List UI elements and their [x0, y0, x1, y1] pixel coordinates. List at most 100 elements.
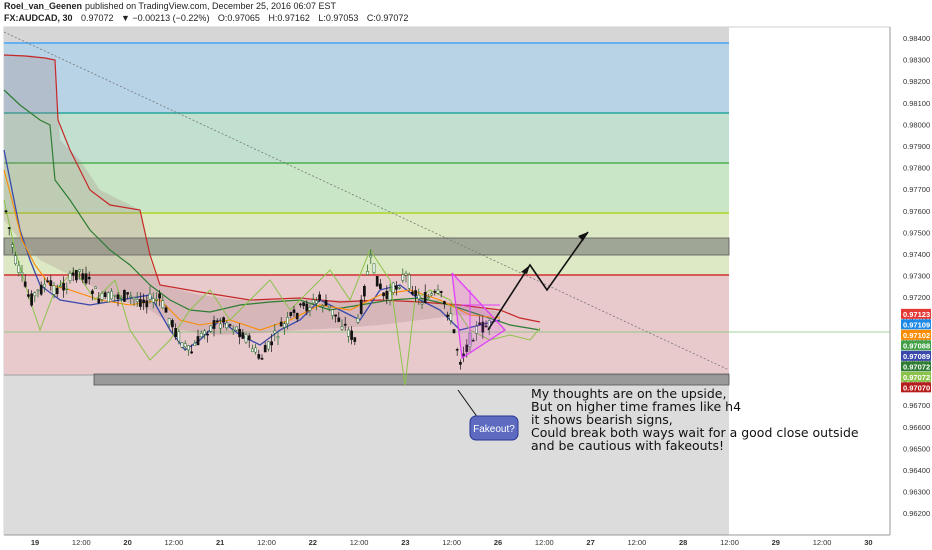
candle-body — [427, 296, 430, 299]
y-tick-label: 0.96700 — [903, 401, 930, 410]
candle-body — [193, 342, 197, 346]
candle-body — [46, 280, 49, 283]
candle-body — [251, 348, 254, 352]
candle-body — [459, 361, 462, 365]
candle-body — [196, 336, 200, 346]
zone-top-gray — [4, 27, 729, 43]
triangle-pattern[interactable] — [451, 272, 507, 360]
candle-body — [302, 302, 305, 307]
candle-body — [388, 290, 392, 301]
price-tag-bg — [901, 371, 931, 382]
candle-body — [407, 274, 411, 289]
candle-body — [14, 255, 17, 265]
y-axis[interactable]: 0.98400 0.98300 0.98200 0.98100 0.98000 0.979… — [889, 27, 932, 535]
fib-zones — [3, 27, 890, 535]
note-line-1: My thoughts are on the upside, — [531, 386, 726, 401]
candle-body — [11, 244, 14, 248]
candle-body — [305, 303, 309, 312]
candle-body — [446, 314, 449, 317]
resistance-zone[interactable] — [3, 237, 730, 256]
candle-body — [62, 282, 65, 291]
y-tick-label: 0.96300 — [903, 488, 930, 497]
y-tick-label: 0.97500 — [903, 228, 930, 237]
x-tick-label: 21 — [216, 538, 224, 547]
y-tick-label: 0.97600 — [903, 207, 930, 216]
candle-body — [161, 300, 165, 309]
candle-body — [315, 300, 318, 304]
zone-bottom-gray — [4, 375, 729, 535]
y-tick-label: 0.96600 — [903, 423, 930, 432]
arrow-head-2 — [578, 232, 588, 241]
candle-body — [411, 291, 414, 295]
candle-body — [231, 329, 235, 331]
candle-body — [75, 270, 78, 281]
candle-body — [78, 269, 81, 272]
candle-body — [443, 301, 446, 305]
candle-body — [49, 280, 53, 286]
candle-body — [481, 321, 485, 333]
note-line-3: it shows bearish signs, — [531, 412, 673, 427]
candle-body — [475, 326, 478, 334]
triangle-outline — [451, 272, 507, 360]
zone-green — [4, 163, 729, 213]
price-tag-bg — [901, 382, 931, 393]
support-zone[interactable] — [93, 373, 730, 386]
candle-body — [414, 290, 417, 296]
candle-body — [151, 298, 155, 303]
projection-arrows[interactable] — [487, 231, 589, 331]
candle-body — [4, 210, 8, 213]
x-axis[interactable]: 19 12:00 20 12:00 21 12:00 22 12:00 23 12:00 26 12:… — [0, 534, 932, 550]
cloud — [4, 55, 500, 335]
candle-body — [209, 325, 213, 332]
candle-body — [318, 294, 321, 301]
y-tick-label: 0.98300 — [903, 56, 930, 65]
candle-body — [180, 342, 184, 348]
candle-body — [97, 298, 101, 304]
x-tick-label: 12:00 — [257, 538, 276, 547]
last-price: 0.97072 — [81, 13, 114, 23]
candle-body — [257, 354, 261, 359]
y-tick-label: 0.97400 — [903, 250, 930, 259]
candle-body — [33, 292, 37, 297]
x-tick-label: 29 — [772, 538, 780, 547]
candle-body — [148, 293, 152, 300]
candle-body — [59, 285, 62, 288]
trendline[interactable] — [3, 31, 730, 371]
callout-box — [469, 415, 519, 441]
candle-body — [100, 292, 104, 300]
y-tick-label: 0.97100 — [903, 315, 930, 324]
candle-body — [395, 285, 398, 290]
price-change: ▼ −0.00213 (−0.22%) — [121, 13, 209, 23]
y-tick-label: 0.97200 — [903, 293, 930, 302]
candle-body — [260, 357, 264, 360]
candle-body — [36, 289, 40, 292]
candle-body — [359, 299, 363, 314]
indicator-orange — [3, 169, 501, 331]
candle-body — [369, 255, 373, 258]
candle-body — [334, 314, 337, 317]
candle-body — [203, 330, 206, 335]
candle-body — [219, 323, 222, 329]
fakeout-callout[interactable]: Fakeout? — [457, 389, 519, 441]
x-tick-label: 27 — [586, 538, 594, 547]
x-tick-label: 12:00 — [350, 538, 369, 547]
candle-body — [27, 294, 30, 297]
y-tick-label: 0.98100 — [903, 99, 930, 108]
candle-body — [404, 272, 408, 276]
price-tag-bg — [901, 350, 931, 361]
candle-body — [17, 265, 21, 273]
candle-body — [375, 276, 379, 287]
candle-body — [398, 287, 401, 289]
candle-body — [391, 282, 395, 293]
y-tick-label: 0.98000 — [903, 120, 930, 129]
price-tag-label: 0.97072 — [903, 373, 930, 382]
candle-body — [212, 320, 216, 329]
price-tag-label: 0.97070 — [903, 383, 930, 392]
indicator-red — [3, 54, 541, 323]
callout-pointer — [457, 389, 479, 419]
candle-body — [366, 271, 369, 275]
candle-body — [433, 291, 437, 293]
candle-body — [20, 272, 24, 275]
